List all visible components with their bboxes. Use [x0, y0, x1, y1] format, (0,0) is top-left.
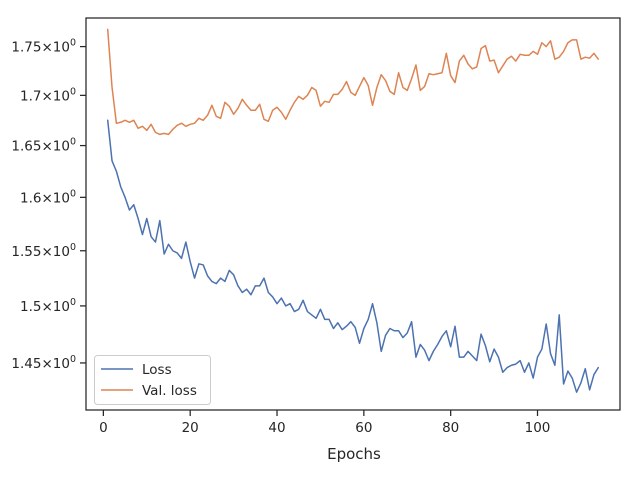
- plot-frame: [85, 17, 621, 411]
- legend: Loss Val. loss: [94, 355, 211, 405]
- y-tick-label: 1.75×100: [11, 38, 76, 56]
- x-axis-label: Epochs: [327, 445, 381, 463]
- y-tick-label: 1.65×100: [11, 137, 76, 155]
- y-tick-label: 1.45×100: [11, 354, 76, 372]
- y-tick-label: 1.5×100: [20, 297, 76, 315]
- y-tick-label: 1.55×100: [11, 242, 76, 260]
- series-line-val-loss: [106, 28, 600, 136]
- axes-layer: 0 20 40 60 80 100 1.45×100 1.5×100 1.55×100 1.6×1…: [11, 17, 621, 436]
- series-line-loss: [106, 119, 600, 393]
- y-tick-label: 1.7×100: [20, 86, 76, 104]
- x-tick-label: 100: [525, 420, 551, 436]
- legend-label-val-loss: Val. loss: [142, 383, 197, 399]
- x-tick-label: 80: [442, 420, 459, 436]
- legend-frame: [94, 355, 211, 405]
- x-tick-label: 20: [182, 420, 199, 436]
- y-tick-label: 1.6×100: [20, 188, 76, 206]
- series-layer: [106, 28, 600, 393]
- x-tick-label: 0: [99, 420, 108, 436]
- legend-label-loss: Loss: [142, 362, 172, 378]
- x-tick-label: 40: [268, 420, 285, 436]
- x-tick-label: 60: [355, 420, 372, 436]
